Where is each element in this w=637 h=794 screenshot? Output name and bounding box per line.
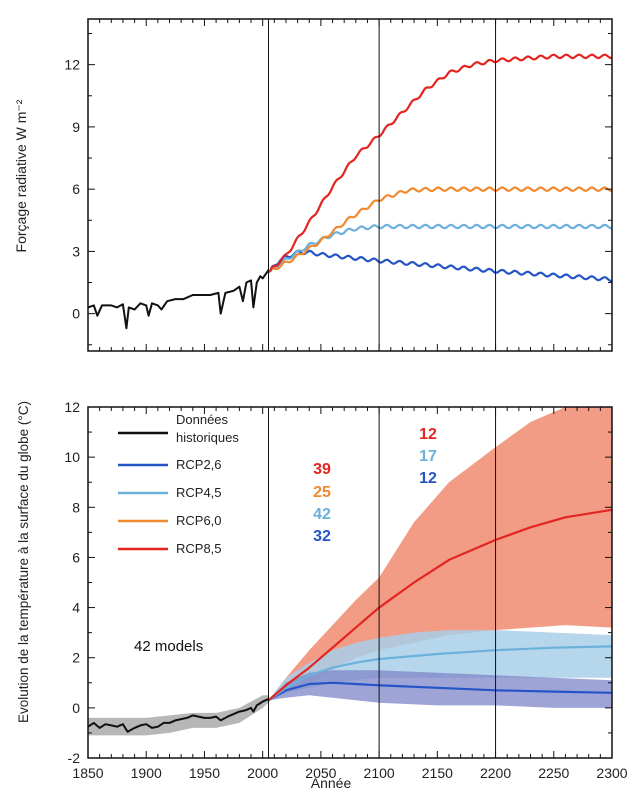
legend-label: RCP6,0 <box>176 513 222 528</box>
forcing-series-hist <box>88 269 270 330</box>
forcing-series-rcp60 <box>268 186 612 274</box>
forcing-series-rcp26 <box>267 249 612 283</box>
temperature-series-rcp85 <box>267 508 612 702</box>
model-count-2300: 12 <box>419 426 437 443</box>
temperature-x-tick-label: 1850 <box>72 765 103 781</box>
x-axis-title: Année <box>311 775 352 791</box>
forcing-y-tick-label: 0 <box>72 306 80 322</box>
temperature-y-tick-label: 0 <box>72 700 80 716</box>
models-annotation: 42 models <box>134 638 203 655</box>
model-count-2300: 12 <box>419 470 437 487</box>
temperature-y-tick-label: 6 <box>72 549 80 565</box>
forcing-y-tick-label: 6 <box>72 181 80 197</box>
temperature-y-axis-title: Evolution de la température à la surface… <box>16 401 31 723</box>
temperature-x-tick-label: 2250 <box>538 765 569 781</box>
legend-label: historiques <box>176 430 239 445</box>
forcing-panel: Forçage radiative W m⁻² 0 3 6 9 12 <box>13 18 613 352</box>
legend-label: RCP2,6 <box>176 457 222 472</box>
legend-label: RCP8,5 <box>176 541 222 556</box>
temperature-x-tick-label: 2300 <box>596 765 627 781</box>
temperature-band-rcp26 <box>268 670 612 708</box>
temperature-band-hist <box>88 695 269 736</box>
forcing-plot-area <box>88 53 612 330</box>
temperature-y-tick-label: 4 <box>72 600 80 616</box>
temperature-series-rcp26 <box>267 681 612 702</box>
forcing-y-axis-title: Forçage radiative W m⁻² <box>13 99 29 252</box>
temperature-series-rcp45 <box>267 645 612 702</box>
model-count-2100: 25 <box>313 484 331 501</box>
legend-label: Données <box>176 412 229 427</box>
forcing-frame <box>87 18 613 352</box>
model-count-2100: 39 <box>313 461 331 478</box>
temperature-x-tick-label: 2200 <box>480 765 511 781</box>
model-count-2300: 17 <box>419 448 437 465</box>
forcing-series-rcp85 <box>267 53 612 273</box>
temperature-y-tick-label: -2 <box>68 750 81 766</box>
temperature-x-tick-label: 2100 <box>364 765 395 781</box>
temperature-x-tick-label: 2150 <box>422 765 453 781</box>
forcing-y-tick-label: 12 <box>64 57 80 73</box>
model-count-2100: 42 <box>313 506 331 523</box>
legend-label: RCP4,5 <box>176 485 222 500</box>
temperature-y-tick-label: 12 <box>64 399 80 415</box>
temperature-x-tick-label: 2000 <box>247 765 278 781</box>
temperature-band-rcp85 <box>268 407 612 701</box>
temperature-x-tick-label: 2050 <box>305 765 336 781</box>
temperature-band-rcp45 <box>268 630 612 701</box>
forcing-y-tick-label: 3 <box>72 243 80 259</box>
temperature-y-tick-label: 10 <box>64 449 80 465</box>
temperature-panel: Evolution de la température à la surface… <box>16 399 628 791</box>
model-count-2100: 32 <box>313 528 331 545</box>
temperature-plot-area <box>88 407 612 736</box>
forcing-y-tick-label: 9 <box>72 119 80 135</box>
temperature-y-tick-label: 8 <box>72 499 80 515</box>
temperature-y-tick-label: 2 <box>72 650 80 666</box>
temperature-x-tick-label: 1900 <box>131 765 162 781</box>
legend: Données historiques RCP2,6 RCP4,5 RCP6,0 RCP8… <box>118 412 239 556</box>
temperature-series-hist <box>88 698 269 733</box>
temperature-x-tick-label: 1950 <box>189 765 220 781</box>
